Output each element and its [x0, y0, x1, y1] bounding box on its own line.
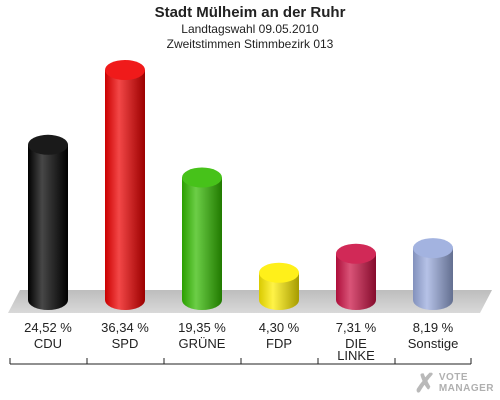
category-label: CDU [34, 336, 62, 351]
logo-text: VOTE MANAGER [439, 372, 494, 394]
bar-cap [413, 238, 453, 259]
vote-manager-logo: ✗ VOTE MANAGER [414, 370, 494, 396]
logo-line-2: MANAGER [438, 383, 494, 394]
bar-spd [105, 60, 145, 310]
value-label: 36,34 % [101, 320, 149, 335]
logo-line-1: VOTE [438, 372, 469, 383]
chart-subtitle-district: Zweitstimmen Stimmbezirk 013 [166, 37, 334, 51]
bar-fdp [259, 262, 299, 310]
category-label: Sonstige [408, 336, 459, 351]
bar-die-linke [336, 243, 376, 310]
ballot-check-icon: ✗ [414, 368, 436, 398]
value-label: 24,52 % [24, 320, 72, 335]
bar-grüne [182, 167, 222, 310]
category-label: FDP [266, 336, 292, 351]
value-label: 7,31 % [336, 320, 377, 335]
category-label: DIE [345, 336, 367, 351]
bar-cdu [28, 134, 68, 310]
bar-cap [105, 60, 145, 80]
bar-body [259, 272, 299, 310]
category-label: GRÜNE [179, 336, 226, 351]
category-label: SPD [112, 336, 139, 351]
bar-body [28, 144, 68, 310]
chart-title: Stadt Mülheim an der Ruhr [154, 4, 346, 21]
bar-cap [336, 243, 376, 264]
bar-cap [259, 262, 299, 283]
bar-body [336, 253, 376, 310]
bar-body [182, 177, 222, 310]
value-label: 4,30 % [259, 320, 300, 335]
labels-group: 24,52 %CDU 36,34 %SPD 19,35 %GRÜNE 4,30 %FD… [9, 320, 472, 365]
title-block: Stadt Mülheim an der Ruhr Landtagswahl 0… [0, 4, 500, 52]
value-label: 19,35 % [178, 320, 226, 335]
bar-cap [28, 134, 68, 155]
bar-cap [182, 167, 222, 188]
bar-sonstige [413, 238, 453, 310]
value-label: 8,19 % [413, 320, 454, 335]
bar-body [105, 70, 145, 310]
category-label: LINKE [337, 348, 375, 363]
bar-body [413, 248, 453, 310]
bars-group [28, 60, 453, 310]
chart-subtitle-election: Landtagswahl 09.05.2010 [181, 22, 319, 36]
